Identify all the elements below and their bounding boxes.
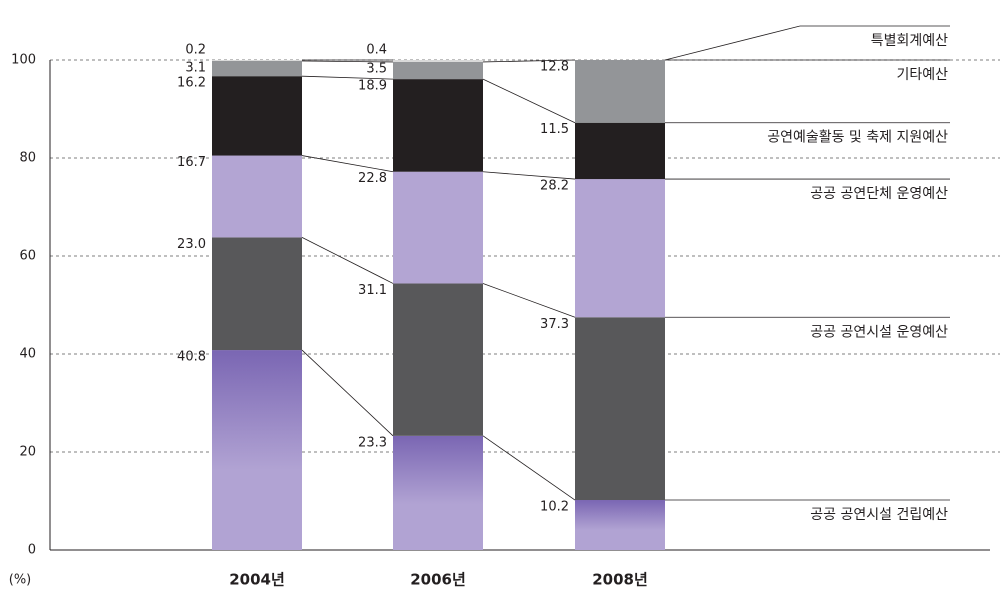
- legend-label: 공공 공연단체 운영예산: [810, 186, 948, 202]
- legend-label: 특별회계예산: [871, 33, 948, 49]
- connector: [482, 78, 576, 124]
- x-tick-label: 2006년: [410, 571, 466, 589]
- data-label: 16.7: [177, 155, 206, 170]
- connector: [482, 435, 576, 501]
- data-label: 0.2: [185, 43, 206, 58]
- connector: [301, 75, 394, 80]
- bar-segment: [212, 76, 302, 156]
- bar-segment: [575, 122, 665, 180]
- y-tick-label: 60: [19, 249, 36, 264]
- data-label: 3.5: [366, 61, 387, 76]
- y-tick-label: 100: [11, 53, 36, 68]
- connector: [301, 60, 394, 63]
- bar-segment: [393, 283, 483, 436]
- bar-segment: [212, 350, 302, 550]
- bar-segment: [575, 317, 665, 501]
- data-label: 18.9: [358, 79, 387, 94]
- connector: [482, 283, 576, 318]
- data-label: 23.0: [177, 237, 206, 252]
- y-tick-label: 0: [28, 543, 36, 558]
- connector: [301, 349, 394, 437]
- legend-label: 공공 공연시설 운영예산: [810, 324, 948, 340]
- x-tick-label: 2004년: [229, 571, 285, 589]
- bar-segment: [393, 171, 483, 284]
- bar-segment: [575, 500, 665, 550]
- bar-segment: [575, 179, 665, 318]
- data-label: 23.3: [358, 435, 387, 450]
- bar-segment: [393, 435, 483, 550]
- data-label: 0.4: [366, 43, 387, 58]
- data-label: 40.8: [177, 350, 206, 365]
- data-label: 37.3: [540, 317, 569, 332]
- data-label: 10.2: [540, 500, 569, 515]
- x-tick-label: 2008년: [592, 571, 648, 589]
- connector: [482, 171, 576, 180]
- bar-segment: [393, 60, 483, 62]
- data-label: 16.2: [177, 76, 206, 91]
- data-label: 3.1: [185, 60, 206, 75]
- bar-segment: [575, 60, 665, 123]
- connector: [301, 237, 394, 284]
- legend-label: 공공 공연시설 건립예산: [810, 507, 948, 523]
- data-label: 28.2: [540, 179, 569, 194]
- connector: [301, 155, 394, 173]
- connector: [482, 59, 576, 63]
- data-label: 11.5: [540, 122, 569, 137]
- y-tick-label: 40: [19, 347, 36, 362]
- y-tick-label: 80: [19, 151, 36, 166]
- y-axis-label: (%): [9, 573, 32, 588]
- legend-label: 기타예산: [896, 67, 948, 83]
- bar-segment: [212, 60, 302, 77]
- data-label: 12.8: [540, 60, 569, 75]
- legend-line: [664, 25, 801, 61]
- bar-segment: [212, 60, 302, 61]
- bar-segment: [212, 155, 302, 238]
- data-label: 22.8: [358, 171, 387, 186]
- y-tick-label: 20: [19, 445, 36, 460]
- bar-segment: [393, 61, 483, 80]
- legend-label: 공연예술활동 및 축제 지원예산: [767, 130, 948, 146]
- bar-segment: [212, 237, 302, 351]
- bar-segment: [393, 79, 483, 172]
- data-label: 31.1: [358, 283, 387, 298]
